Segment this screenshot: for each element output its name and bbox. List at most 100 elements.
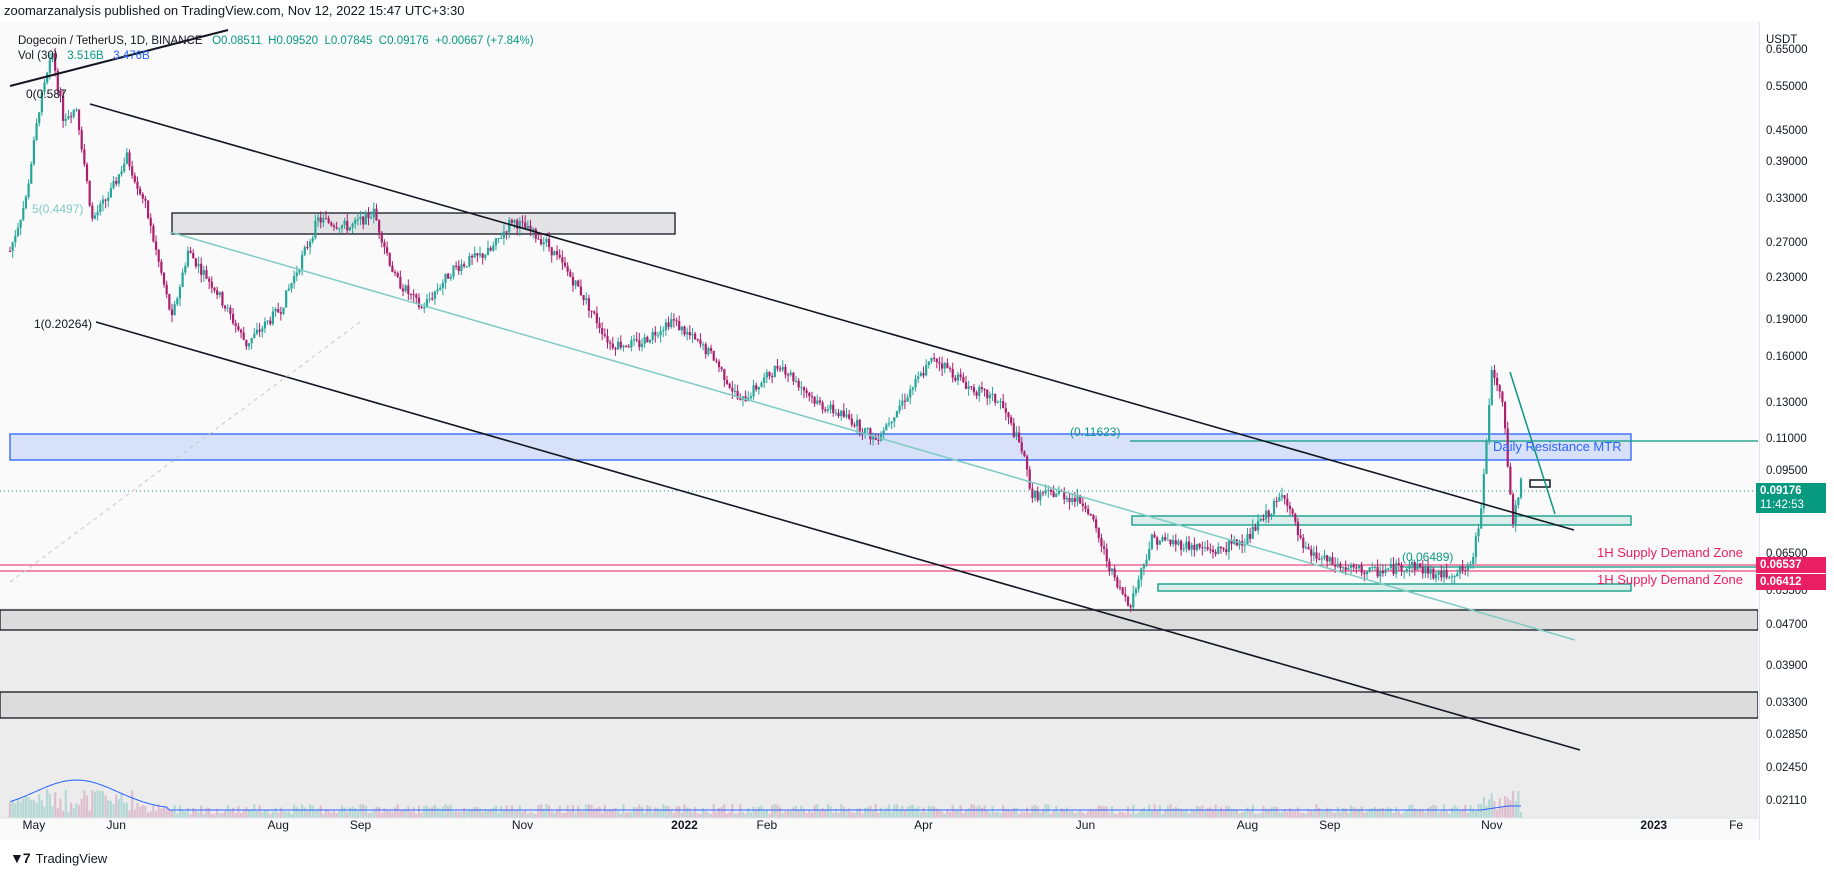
candle[interactable]	[1105, 543, 1108, 568]
candle[interactable]	[64, 113, 67, 127]
candle[interactable]	[1182, 543, 1185, 552]
candle[interactable]	[1076, 488, 1079, 507]
candle[interactable]	[1187, 535, 1191, 552]
candle[interactable]	[943, 361, 946, 374]
candle[interactable]	[391, 261, 394, 273]
candle[interactable]	[1326, 554, 1329, 569]
candle[interactable]	[1033, 489, 1037, 502]
candle[interactable]	[404, 284, 407, 293]
candle[interactable]	[308, 239, 312, 255]
candle[interactable]	[1270, 513, 1273, 521]
candle[interactable]	[160, 259, 163, 276]
candle[interactable]	[101, 195, 105, 212]
candle[interactable]	[898, 399, 901, 414]
candle[interactable]	[656, 331, 660, 339]
candle[interactable]	[521, 215, 524, 229]
candle[interactable]	[32, 136, 35, 166]
price-chart[interactable]	[0, 22, 1760, 840]
candle[interactable]	[1397, 557, 1400, 571]
candle[interactable]	[691, 328, 694, 343]
candle[interactable]	[141, 192, 144, 204]
candle[interactable]	[239, 328, 243, 339]
candle[interactable]	[306, 241, 309, 250]
candle[interactable]	[269, 316, 272, 326]
candle[interactable]	[1472, 552, 1475, 569]
candle[interactable]	[1132, 585, 1135, 610]
candle[interactable]	[330, 220, 333, 227]
candle[interactable]	[346, 214, 349, 235]
candle[interactable]	[704, 342, 707, 359]
candle[interactable]	[1453, 574, 1456, 584]
fib-diagonal[interactable]	[9, 321, 361, 583]
candle[interactable]	[983, 388, 986, 397]
candle[interactable]	[242, 326, 245, 341]
candle[interactable]	[712, 350, 715, 361]
candle[interactable]	[285, 290, 288, 308]
candle[interactable]	[1126, 595, 1130, 607]
candle[interactable]	[1387, 567, 1390, 571]
candle[interactable]	[1209, 543, 1212, 554]
candle[interactable]	[56, 67, 59, 96]
candle[interactable]	[1331, 552, 1334, 565]
candle[interactable]	[757, 386, 760, 395]
candle[interactable]	[27, 179, 30, 200]
candle[interactable]	[154, 235, 158, 256]
candle[interactable]	[144, 195, 147, 209]
candle[interactable]	[375, 203, 378, 221]
candle[interactable]	[303, 245, 306, 257]
candle[interactable]	[245, 339, 248, 350]
candle[interactable]	[343, 217, 346, 229]
candle[interactable]	[975, 390, 978, 400]
candle[interactable]	[1214, 549, 1217, 557]
candle[interactable]	[417, 293, 421, 310]
candle[interactable]	[887, 417, 891, 428]
candle[interactable]	[630, 336, 633, 352]
candle[interactable]	[38, 111, 41, 127]
candle[interactable]	[125, 148, 128, 165]
candle[interactable]	[1254, 523, 1257, 532]
candle[interactable]	[1172, 534, 1175, 547]
candle[interactable]	[1514, 499, 1517, 532]
candle[interactable]	[359, 211, 362, 225]
candle[interactable]	[1395, 559, 1398, 579]
candle[interactable]	[226, 304, 229, 313]
candle[interactable]	[723, 368, 726, 387]
candle[interactable]	[999, 398, 1002, 410]
candle[interactable]	[1031, 482, 1034, 503]
candle[interactable]	[933, 353, 936, 363]
channel-upper-line[interactable]	[89, 103, 1575, 531]
candle[interactable]	[24, 194, 28, 210]
candle[interactable]	[1262, 514, 1265, 522]
candle[interactable]	[962, 372, 965, 383]
candle[interactable]	[1036, 486, 1039, 503]
candle[interactable]	[1275, 496, 1278, 508]
candle[interactable]	[399, 270, 402, 290]
candle[interactable]	[914, 374, 917, 392]
candle[interactable]	[980, 381, 984, 393]
candle[interactable]	[964, 375, 968, 390]
candle[interactable]	[293, 270, 296, 289]
candle[interactable]	[277, 302, 280, 313]
candle[interactable]	[1007, 411, 1010, 425]
candle[interactable]	[582, 295, 585, 306]
candle[interactable]	[1203, 541, 1207, 553]
candle[interactable]	[250, 337, 253, 350]
candle[interactable]	[1347, 565, 1350, 571]
candle[interactable]	[810, 391, 814, 404]
candle[interactable]	[675, 317, 678, 326]
candle[interactable]	[765, 369, 768, 383]
candle[interactable]	[136, 176, 139, 196]
candle[interactable]	[890, 421, 893, 430]
candle[interactable]	[1249, 527, 1252, 543]
candle[interactable]	[194, 257, 197, 269]
candle[interactable]	[1283, 495, 1286, 505]
candle[interactable]	[75, 107, 78, 112]
candle[interactable]	[117, 174, 120, 187]
resistance-box-2021[interactable]	[171, 212, 676, 235]
candle[interactable]	[1227, 540, 1230, 560]
candle[interactable]	[1251, 519, 1254, 540]
candle[interactable]	[614, 346, 617, 356]
support-box-1[interactable]	[0, 609, 1758, 631]
candle[interactable]	[688, 325, 691, 340]
candle[interactable]	[1371, 562, 1374, 572]
